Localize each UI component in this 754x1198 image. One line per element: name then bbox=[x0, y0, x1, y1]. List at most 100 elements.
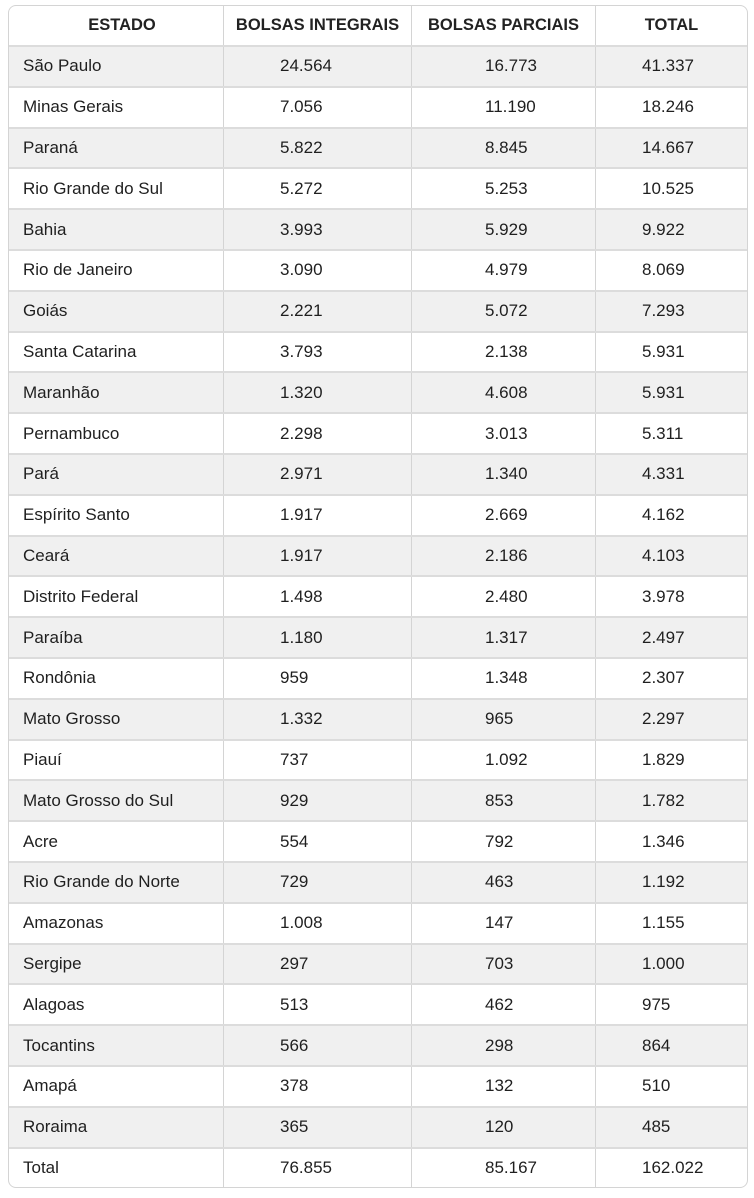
cell-estado: Santa Catarina bbox=[23, 341, 137, 361]
cell-bolsas-integrais: 1.498 bbox=[223, 577, 411, 617]
table-row: Mato Grosso do Sul 929 853 1.782 bbox=[9, 779, 747, 821]
table-row: Rio de Janeiro 3.090 4.979 8.069 bbox=[9, 248, 747, 290]
cell-bolsas-integrais: 959 bbox=[223, 658, 411, 698]
cell-estado: Rio de Janeiro bbox=[23, 260, 133, 280]
cell-bolsas-parciais: 1.092 bbox=[411, 740, 595, 780]
header-bolsas-parciais: BOLSAS PARCIAIS bbox=[411, 6, 595, 45]
cell-estado: Total bbox=[23, 1157, 59, 1177]
cell-total: 2.497 bbox=[595, 618, 747, 657]
table-row: Minas Gerais 7.056 11.190 18.246 bbox=[9, 85, 747, 127]
cell-bolsas-parciais: 463 bbox=[411, 862, 595, 902]
table-row: Paraíba 1.180 1.317 2.497 bbox=[9, 616, 747, 657]
cell-total: 9.922 bbox=[595, 210, 747, 249]
cell-bolsas-integrais: 1.917 bbox=[223, 495, 411, 535]
cell-bolsas-parciais: 2.186 bbox=[411, 536, 595, 576]
header-estado: ESTADO bbox=[88, 16, 156, 34]
cell-estado: Paraíba bbox=[23, 627, 83, 647]
cell-total: 8.069 bbox=[595, 250, 747, 290]
cell-bolsas-integrais: 2.298 bbox=[223, 414, 411, 453]
cell-total: 1.000 bbox=[595, 944, 747, 984]
cell-bolsas-integrais: 365 bbox=[223, 1107, 411, 1147]
cell-bolsas-integrais: 729 bbox=[223, 862, 411, 902]
cell-bolsas-parciais: 85.167 bbox=[411, 1148, 595, 1188]
cell-bolsas-integrais: 737 bbox=[223, 740, 411, 780]
cell-bolsas-integrais: 929 bbox=[223, 781, 411, 821]
cell-total: 1.155 bbox=[595, 903, 747, 943]
cell-estado: Maranhão bbox=[23, 382, 100, 402]
cell-estado: Alagoas bbox=[23, 994, 85, 1014]
table-row: São Paulo 24.564 16.773 41.337 bbox=[9, 45, 747, 86]
cell-estado: Piauí bbox=[23, 749, 62, 769]
cell-bolsas-parciais: 2.669 bbox=[411, 495, 595, 535]
cell-estado: Sergipe bbox=[23, 953, 82, 973]
table-row: Distrito Federal 1.498 2.480 3.978 bbox=[9, 575, 747, 617]
cell-bolsas-integrais: 3.793 bbox=[223, 332, 411, 372]
cell-bolsas-integrais: 378 bbox=[223, 1066, 411, 1106]
cell-bolsas-integrais: 2.971 bbox=[223, 454, 411, 494]
cell-total: 1.829 bbox=[595, 740, 747, 780]
cell-bolsas-integrais: 554 bbox=[223, 822, 411, 861]
cell-total: 5.931 bbox=[595, 332, 747, 372]
header-total: TOTAL bbox=[595, 6, 747, 45]
table-row: Pará 2.971 1.340 4.331 bbox=[9, 452, 747, 494]
cell-bolsas-parciais: 16.773 bbox=[411, 47, 595, 86]
cell-total: 7.293 bbox=[595, 291, 747, 331]
cell-estado: São Paulo bbox=[23, 56, 102, 76]
cell-bolsas-parciais: 1.348 bbox=[411, 658, 595, 698]
cell-total: 14.667 bbox=[595, 128, 747, 168]
table-row: Pernambuco 2.298 3.013 5.311 bbox=[9, 412, 747, 453]
table-row: Tocantins 566 298 864 bbox=[9, 1024, 747, 1065]
cell-estado: Acre bbox=[23, 831, 58, 851]
cell-bolsas-parciais: 298 bbox=[411, 1026, 595, 1065]
cell-total: 1.192 bbox=[595, 862, 747, 902]
cell-bolsas-parciais: 703 bbox=[411, 944, 595, 984]
table-row: Santa Catarina 3.793 2.138 5.931 bbox=[9, 330, 747, 372]
cell-bolsas-integrais: 1.320 bbox=[223, 373, 411, 413]
table-row: Alagoas 513 462 975 bbox=[9, 983, 747, 1025]
table-row: Espírito Santo 1.917 2.669 4.162 bbox=[9, 493, 747, 535]
cell-estado: Rio Grande do Norte bbox=[23, 872, 180, 892]
cell-bolsas-integrais: 3.090 bbox=[223, 250, 411, 290]
cell-total: 41.337 bbox=[595, 47, 747, 86]
cell-total: 18.246 bbox=[595, 87, 747, 127]
table-row: Rio Grande do Norte 729 463 1.192 bbox=[9, 860, 747, 902]
cell-bolsas-parciais: 2.480 bbox=[411, 577, 595, 617]
cell-bolsas-parciais: 1.317 bbox=[411, 618, 595, 657]
cell-total: 4.103 bbox=[595, 536, 747, 576]
cell-estado: Bahia bbox=[23, 219, 67, 239]
table-row: Rio Grande do Sul 5.272 5.253 10.525 bbox=[9, 167, 747, 209]
cell-bolsas-integrais: 513 bbox=[223, 985, 411, 1025]
cell-bolsas-integrais: 5.272 bbox=[223, 169, 411, 209]
cell-bolsas-integrais: 3.993 bbox=[223, 210, 411, 249]
cell-bolsas-parciais: 132 bbox=[411, 1066, 595, 1106]
cell-total: 485 bbox=[595, 1107, 747, 1147]
cell-bolsas-parciais: 11.190 bbox=[411, 87, 595, 127]
cell-estado: Pará bbox=[23, 464, 59, 484]
cell-estado: Rondônia bbox=[23, 668, 96, 688]
cell-bolsas-parciais: 147 bbox=[411, 903, 595, 943]
cell-bolsas-parciais: 8.845 bbox=[411, 128, 595, 168]
scholarships-table: ESTADO BOLSAS INTEGRAIS BOLSAS PARCIAIS … bbox=[8, 5, 748, 1189]
table-row: Maranhão 1.320 4.608 5.931 bbox=[9, 371, 747, 413]
cell-bolsas-integrais: 1.917 bbox=[223, 536, 411, 576]
cell-estado: Pernambuco bbox=[23, 423, 120, 443]
cell-estado: Tocantins bbox=[23, 1035, 95, 1055]
table-row: Roraima 365 120 485 bbox=[9, 1105, 747, 1147]
cell-bolsas-integrais: 2.221 bbox=[223, 291, 411, 331]
table-header-row: ESTADO BOLSAS INTEGRAIS BOLSAS PARCIAIS … bbox=[9, 6, 747, 45]
cell-bolsas-parciais: 5.253 bbox=[411, 169, 595, 209]
cell-total: 5.931 bbox=[595, 373, 747, 413]
table-row: Amazonas 1.008 147 1.155 bbox=[9, 901, 747, 943]
cell-bolsas-integrais: 1.008 bbox=[223, 903, 411, 943]
cell-bolsas-integrais: 1.180 bbox=[223, 618, 411, 657]
cell-bolsas-integrais: 76.855 bbox=[223, 1148, 411, 1188]
cell-total: 2.297 bbox=[595, 699, 747, 739]
cell-total: 5.311 bbox=[595, 414, 747, 453]
cell-total: 975 bbox=[595, 985, 747, 1025]
table-row: Piauí 737 1.092 1.829 bbox=[9, 738, 747, 780]
cell-total: 1.782 bbox=[595, 781, 747, 821]
cell-estado: Rio Grande do Sul bbox=[23, 178, 163, 198]
cell-total: 3.978 bbox=[595, 577, 747, 617]
table-row: Rondônia 959 1.348 2.307 bbox=[9, 656, 747, 698]
cell-bolsas-integrais: 7.056 bbox=[223, 87, 411, 127]
